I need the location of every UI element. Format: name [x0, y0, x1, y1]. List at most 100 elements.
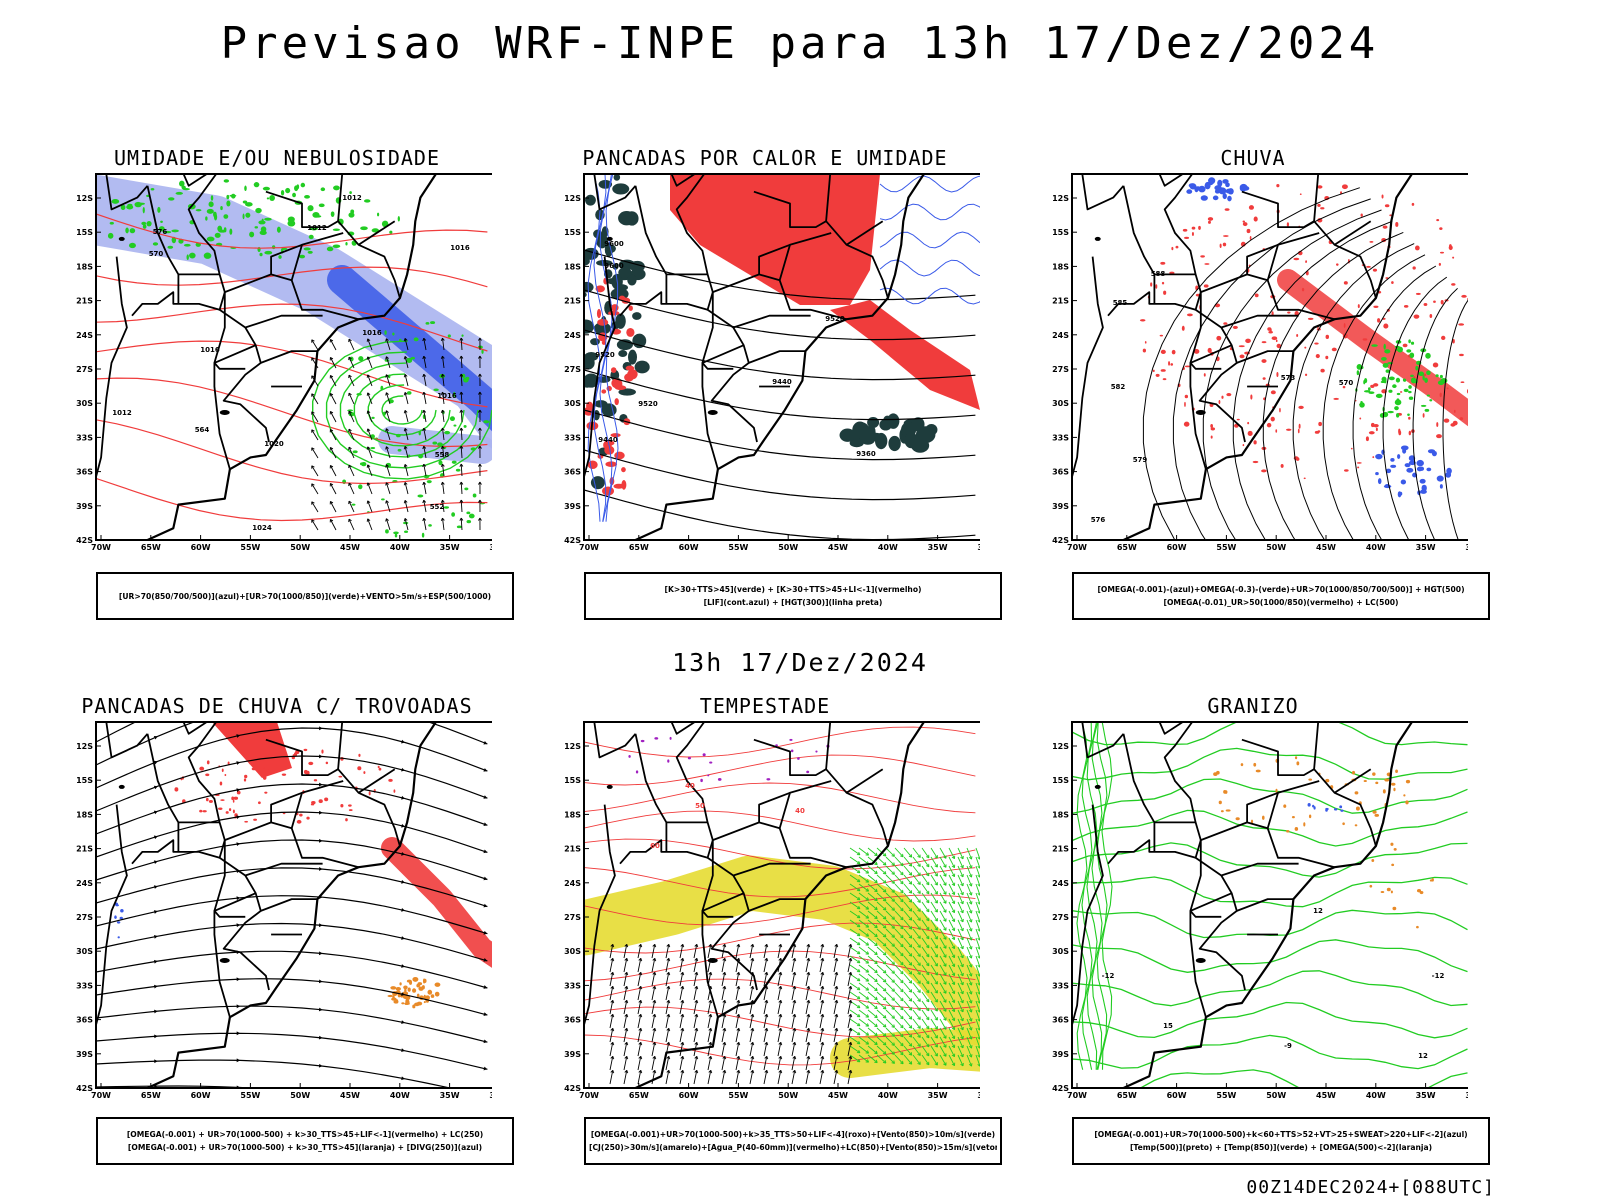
field-blob — [1354, 824, 1358, 827]
arrow-head — [925, 908, 930, 913]
arrow-head — [977, 947, 980, 950]
wind-arrow — [894, 919, 904, 930]
arrow-head — [977, 857, 980, 860]
arrow-head — [792, 1069, 797, 1074]
arrow-head — [891, 925, 895, 929]
wind-arrow — [637, 1014, 642, 1029]
field-blob — [1181, 325, 1185, 331]
stream-arrowhead — [401, 908, 405, 912]
wind-arrow — [894, 991, 904, 1002]
contour-line — [339, 362, 465, 458]
arrow-head — [311, 429, 315, 433]
stream-arrowhead — [483, 1012, 488, 1017]
state-border — [96, 256, 128, 481]
arrow-head — [440, 445, 445, 450]
field-blob — [208, 201, 214, 208]
stream-arrowhead — [153, 910, 158, 914]
arrow-head — [882, 1042, 887, 1046]
field-blob — [1458, 323, 1465, 326]
arrow-head — [348, 410, 352, 415]
wind-arrow — [903, 1000, 913, 1011]
legend-line: [UR>70(850/700/500)](azul)+[UR>70(1000/8… — [118, 591, 492, 601]
wind-arrow — [329, 375, 337, 387]
panel-title: TEMPESTADE — [699, 694, 831, 718]
field-blob — [1397, 454, 1401, 460]
field-blob — [1170, 363, 1174, 366]
contour-line — [584, 838, 976, 870]
wind-arrow — [948, 928, 955, 940]
wind-arrow — [903, 1018, 913, 1029]
arrow-head — [960, 1026, 964, 1031]
wind-arrow — [921, 1054, 930, 1066]
wind-arrow — [903, 1009, 913, 1020]
field-blob — [1275, 339, 1278, 343]
field-blob — [186, 254, 189, 261]
arrow-head — [891, 880, 895, 884]
field-blob — [1210, 427, 1216, 431]
field-blob — [1373, 424, 1379, 428]
field-blob — [1382, 789, 1386, 794]
arrow-head — [960, 909, 964, 914]
contour-line — [1412, 287, 1458, 540]
wind-arrow — [876, 973, 887, 983]
wind-arrow — [693, 1028, 698, 1043]
arrow-head — [874, 1023, 878, 1028]
wind-arrow — [763, 1070, 768, 1085]
arrow-head — [403, 374, 408, 378]
state-border — [1334, 768, 1372, 794]
wind-arrow — [966, 1009, 972, 1022]
arrow-head — [960, 1035, 964, 1040]
field-blob — [1297, 428, 1300, 434]
contour-line — [1072, 909, 1468, 939]
contour-label: 573 — [1281, 374, 1296, 382]
field-blob — [111, 198, 120, 204]
arrow-head — [960, 954, 964, 959]
panel-title: CHUVA — [1220, 146, 1286, 170]
field-blob — [451, 512, 456, 517]
arrow-head — [722, 1027, 727, 1032]
field-blob — [572, 305, 580, 312]
arrow-head — [917, 962, 921, 966]
wind-arrow — [721, 1042, 726, 1057]
field-blob — [303, 247, 311, 251]
arrow-head — [694, 1069, 699, 1074]
wind-arrow — [903, 919, 913, 930]
arrow-head — [459, 409, 464, 413]
state-border — [260, 350, 318, 364]
wind-arrow — [385, 446, 391, 459]
field-blob — [395, 986, 401, 991]
arrow-head — [908, 908, 913, 912]
wind-arrow — [939, 856, 947, 868]
wind-arrow — [849, 1045, 861, 1054]
wind-arrow — [777, 1056, 782, 1071]
wind-arrow — [948, 937, 955, 949]
wind-arrow — [930, 865, 938, 877]
lon-label: 60W — [1167, 1091, 1187, 1100]
field-blob — [1155, 373, 1160, 377]
lon-label: 70W — [579, 1091, 599, 1100]
contour-line — [879, 203, 980, 221]
wind-arrow — [329, 447, 337, 459]
arrow-head — [951, 999, 956, 1004]
wind-arrow — [623, 1070, 628, 1085]
arrow-head — [680, 1055, 685, 1060]
arrow-head — [366, 464, 371, 468]
wind-arrow — [876, 964, 887, 974]
arrow-head — [329, 447, 334, 451]
wind-arrow — [957, 847, 964, 860]
arrow-head — [348, 446, 352, 451]
arrow-head — [792, 999, 797, 1004]
field-blob — [206, 236, 215, 242]
field-blob — [1238, 345, 1245, 348]
wind-arrow — [939, 1000, 947, 1012]
wind-arrow — [858, 1054, 869, 1063]
field-blob — [1155, 284, 1158, 289]
field-blob — [1303, 822, 1306, 827]
state-border — [1163, 722, 1246, 991]
wind-arrow — [665, 986, 670, 1001]
wind-arrow — [957, 964, 964, 977]
arrow-head — [968, 1063, 973, 1067]
lat-label: 36S — [1052, 468, 1069, 477]
wind-arrow — [903, 856, 913, 867]
wind-arrow — [885, 982, 895, 992]
